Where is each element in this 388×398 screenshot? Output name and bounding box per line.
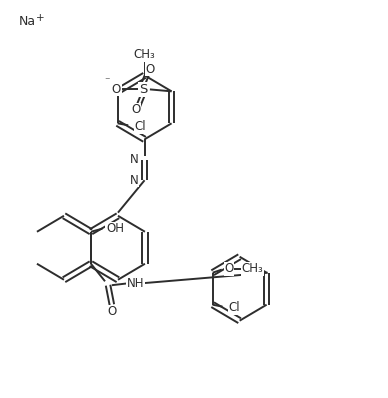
- Text: O: O: [132, 103, 141, 116]
- Text: CH₃: CH₃: [242, 262, 263, 275]
- Text: NH: NH: [127, 277, 144, 290]
- Text: +: +: [36, 13, 45, 23]
- Text: N: N: [130, 174, 138, 187]
- Text: S: S: [139, 83, 147, 96]
- Text: O: O: [145, 62, 154, 76]
- Text: OH: OH: [106, 222, 124, 235]
- Text: N: N: [130, 153, 138, 166]
- Text: O: O: [107, 305, 116, 318]
- Text: Na: Na: [19, 15, 36, 28]
- Text: ⁻: ⁻: [104, 76, 110, 86]
- Text: Cl: Cl: [134, 120, 146, 133]
- Text: CH₃: CH₃: [134, 48, 156, 61]
- Text: Cl: Cl: [228, 301, 240, 314]
- Text: O: O: [112, 83, 121, 96]
- Text: O: O: [224, 262, 234, 275]
